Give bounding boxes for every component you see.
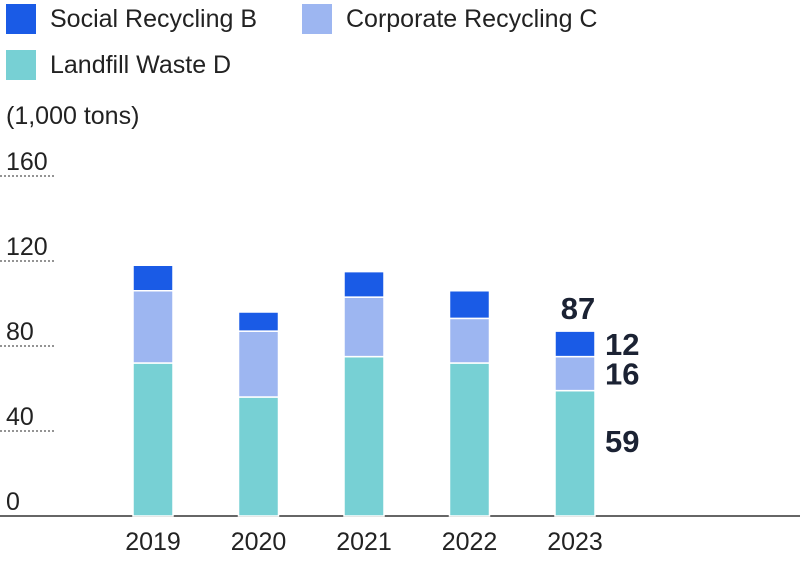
bar-segment-2020-0	[237, 396, 280, 517]
y-tick-label: 160	[6, 148, 48, 176]
legend-item-social-recycling: Social Recycling B	[6, 4, 257, 34]
y-tick-label: 120	[6, 233, 48, 261]
y-tick-label: 40	[6, 403, 34, 431]
x-tick-label: 2021	[336, 528, 392, 556]
y-tick-label: 0	[6, 488, 20, 516]
x-tick-label: 2019	[125, 528, 181, 556]
y-axis-unit-label: (1,000 tons)	[6, 102, 140, 130]
legend-item-landfill-waste: Landfill Waste D	[6, 50, 231, 80]
bar-segment-2019-1	[132, 290, 174, 364]
total-data-label: 87	[561, 291, 595, 326]
segment-data-label: 12	[605, 327, 639, 362]
bar-segment-2023-0	[554, 389, 596, 517]
bar-segment-2020-2	[237, 311, 280, 332]
legend-swatch-social-recycling	[6, 4, 36, 34]
bar-segment-2021-2	[343, 270, 385, 298]
bar-segment-2019-0	[132, 362, 174, 517]
legend-label-corporate-recycling: Corporate Recycling C	[346, 4, 598, 33]
legend-swatch-corporate-recycling	[302, 4, 332, 34]
x-tick-label: 2020	[231, 528, 287, 556]
legend-label-landfill-waste: Landfill Waste D	[50, 50, 232, 79]
legend-item-corporate-recycling: Corporate Recycling C	[302, 4, 598, 34]
bar-segment-2021-0	[343, 355, 385, 517]
legend-swatch-landfill-waste	[6, 50, 36, 80]
bar-segment-2022-2	[448, 290, 491, 320]
bar-segment-2021-1	[343, 296, 385, 358]
bar-segment-2019-2	[132, 264, 174, 292]
y-tick-label: 80	[6, 318, 34, 346]
bar-segment-2023-2	[554, 330, 596, 358]
bar-segment-2023-1	[554, 355, 596, 392]
bar-segment-2022-1	[448, 317, 491, 364]
x-tick-label: 2022	[442, 528, 498, 556]
segment-data-label: 16	[605, 357, 639, 392]
legend-label-social-recycling: Social Recycling B	[50, 4, 258, 33]
bar-segment-2022-0	[448, 362, 491, 517]
x-tick-label: 2023	[547, 528, 603, 556]
bar-segment-2020-1	[237, 330, 280, 398]
segment-data-label: 59	[605, 424, 639, 459]
